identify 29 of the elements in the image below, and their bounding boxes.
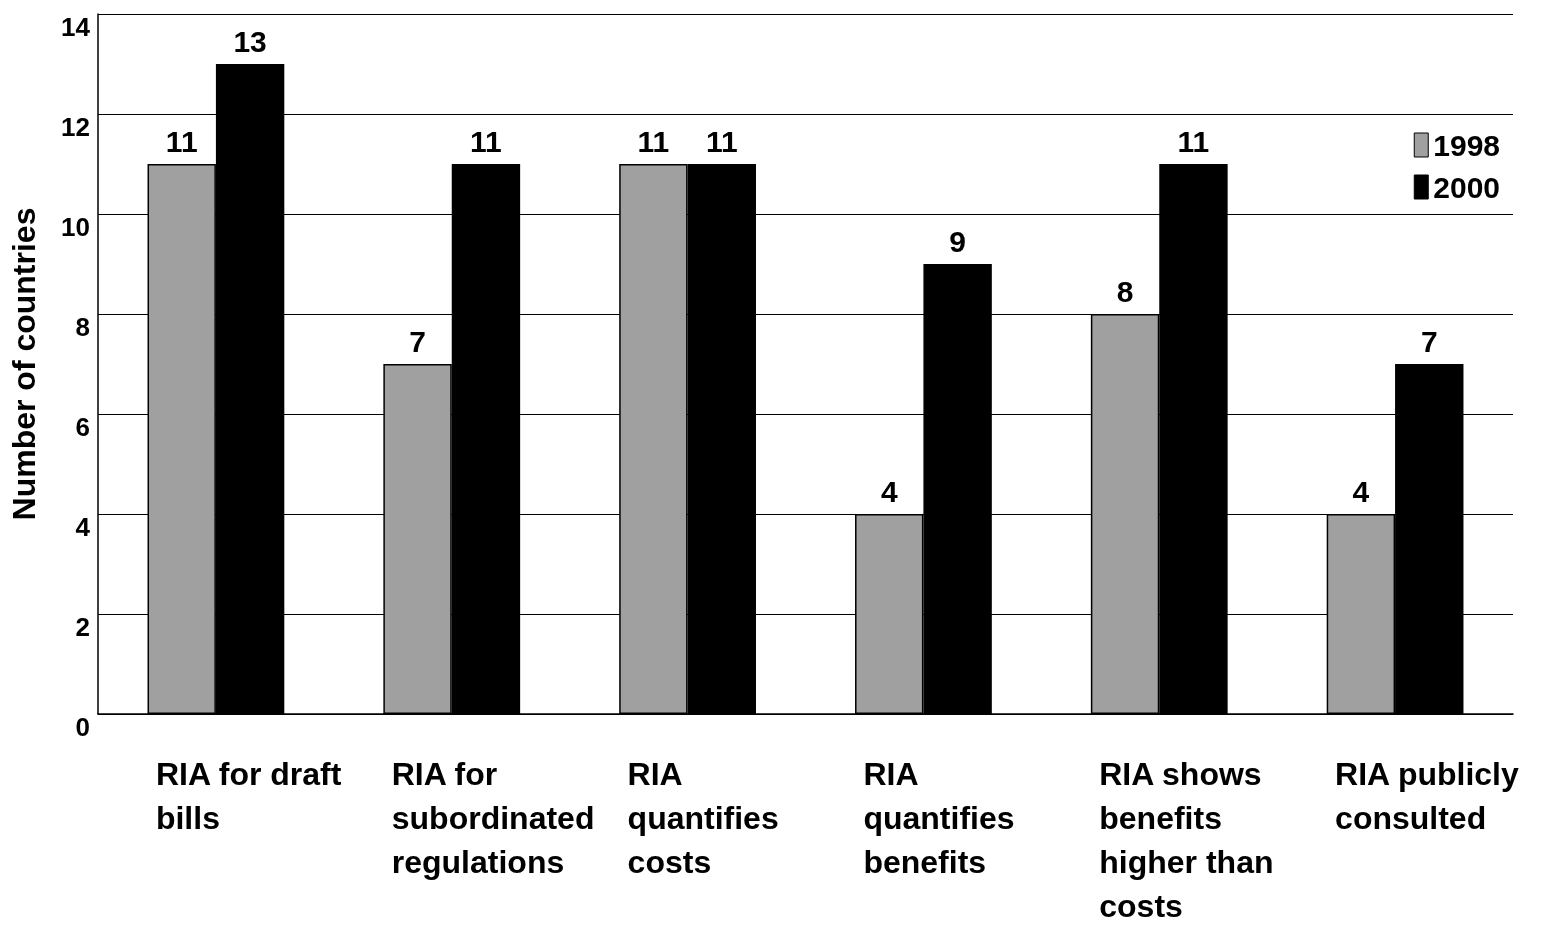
data-label: 11 xyxy=(637,124,670,158)
x-tick-label: RIA quantifies benefits xyxy=(863,756,1024,880)
data-label: 11 xyxy=(1177,124,1210,158)
y-tick-label: 2 xyxy=(75,612,90,642)
data-label: 4 xyxy=(880,474,898,508)
y-tick-label: 6 xyxy=(75,412,90,442)
y-tick-label: 0 xyxy=(75,712,90,742)
data-label: 13 xyxy=(233,24,267,58)
x-tick-label: RIA publicly consulted xyxy=(1335,756,1528,836)
legend-label: 2000 xyxy=(1433,170,1501,204)
y-axis-title: Number of countries xyxy=(6,207,42,521)
x-tick-label: RIA for draft bills xyxy=(155,756,351,836)
y-tick-label: 4 xyxy=(75,512,91,542)
data-label: 7 xyxy=(1420,324,1438,358)
y-tick-label: 10 xyxy=(61,212,90,242)
x-tick-label: RIA for subordinated regulations xyxy=(391,756,604,880)
data-label: 11 xyxy=(470,124,502,158)
data-label: 8 xyxy=(1116,274,1134,308)
data-label: 11 xyxy=(705,124,738,158)
data-label: 9 xyxy=(949,224,966,258)
x-tick-label: RIA quantifies costs xyxy=(627,756,788,880)
y-tick-label: 14 xyxy=(61,12,91,42)
legend-label: 1998 xyxy=(1433,128,1501,162)
data-label: 4 xyxy=(1352,474,1370,508)
x-tick-label: RIA shows benefits higher than costs xyxy=(1099,756,1283,924)
y-tick-label: 8 xyxy=(75,312,90,342)
data-label: 7 xyxy=(409,324,426,358)
y-tick-label: 12 xyxy=(61,112,90,142)
data-label: 11 xyxy=(165,124,198,158)
